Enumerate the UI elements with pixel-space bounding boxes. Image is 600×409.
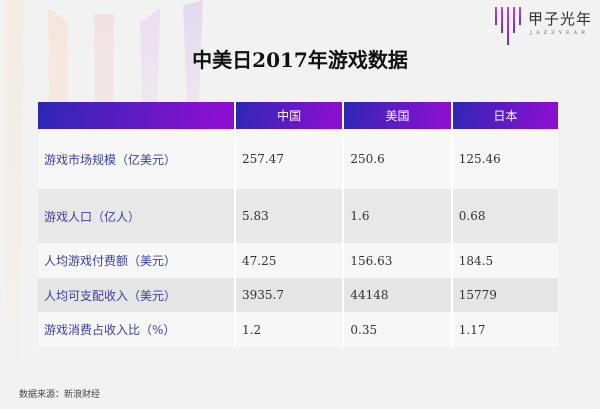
page-title: 中美日2017年游戏数据 <box>192 48 408 72</box>
table-row: 游戏市场规模（亿美元） 257.47 250.6 125.46 <box>38 129 558 189</box>
row-label: 游戏人口（亿人） <box>38 189 236 243</box>
table-cell: 47.25 <box>235 243 345 278</box>
table-row: 游戏人口（亿人） 5.83 1.6 0.68 <box>38 189 558 243</box>
table-cell: 3935.7 <box>235 278 345 312</box>
row-label: 人均可支配收入（美元） <box>38 278 236 312</box>
row-label: 游戏消费占收入比（%） <box>38 312 236 347</box>
logo-name-en: JAZZYEAR <box>530 30 589 36</box>
table-cell: 15779 <box>451 278 558 312</box>
logo-bars-icon <box>493 7 523 45</box>
table-cell: 257.47 <box>235 129 345 189</box>
table-row: 游戏消费占收入比（%） 1.2 0.35 1.17 <box>38 312 558 347</box>
column-header-usa: 美国 <box>343 102 453 129</box>
column-header-china: 中国 <box>235 102 345 129</box>
table-cell: 125.46 <box>451 129 558 189</box>
brand-logo: 甲子光年 JAZZYEAR <box>493 5 593 45</box>
table-cell: 0.35 <box>343 312 453 347</box>
column-header-japan: 日本 <box>451 102 558 129</box>
data-table: 中国 美国 日本 游戏市场规模（亿美元） 257.47 250.6 125.46… <box>38 102 558 347</box>
table-cell: 0.68 <box>451 189 558 243</box>
row-label: 人均游戏付费额（美元） <box>38 243 236 278</box>
right-edge-panel <box>592 0 600 409</box>
data-source-note: 数据来源：新浪财经 <box>19 390 101 400</box>
table-cell: 5.83 <box>235 189 345 243</box>
table-cell: 44148 <box>343 278 453 312</box>
table-cell: 1.6 <box>343 189 453 243</box>
logo-name-cn: 甲子光年 <box>528 10 593 28</box>
table-header-row: 中国 美国 日本 <box>38 102 558 129</box>
decorative-stripe <box>4 0 24 409</box>
row-label: 游戏市场规模（亿美元） <box>38 129 236 189</box>
table-cell: 156.63 <box>343 243 453 278</box>
table-row: 人均游戏付费额（美元） 47.25 156.63 184.5 <box>38 243 558 278</box>
table-row: 人均可支配收入（美元） 3935.7 44148 15779 <box>38 278 558 312</box>
table-cell: 1.17 <box>451 312 558 347</box>
table-cell: 1.2 <box>235 312 345 347</box>
table-cell: 184.5 <box>451 243 558 278</box>
column-header <box>38 102 236 129</box>
table-cell: 250.6 <box>343 129 453 189</box>
